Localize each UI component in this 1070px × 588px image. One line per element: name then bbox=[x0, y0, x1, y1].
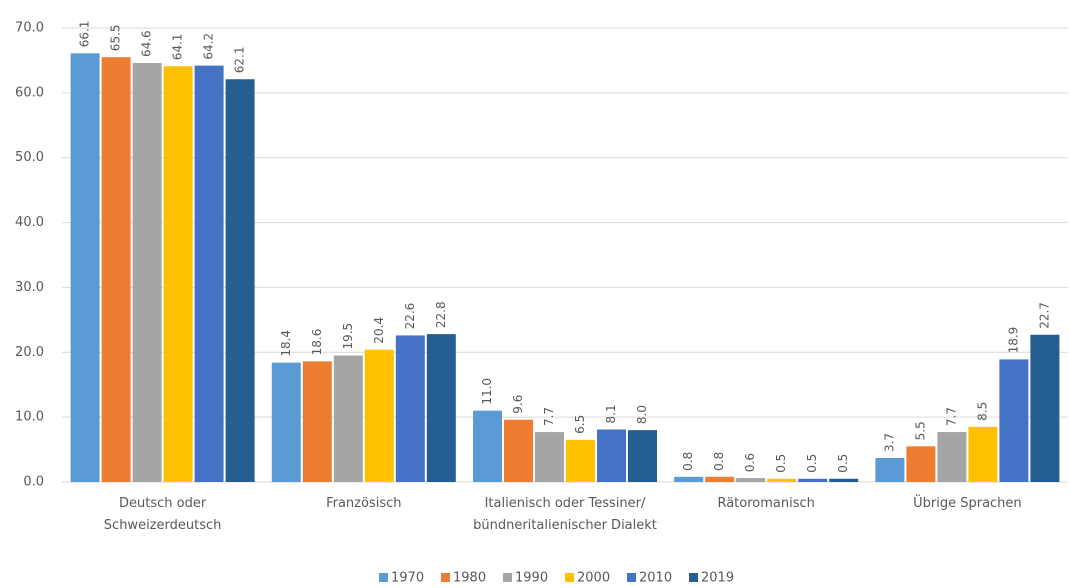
bar bbox=[70, 53, 100, 483]
value-label: 22.8 bbox=[434, 301, 448, 328]
value-label: 0.8 bbox=[681, 452, 695, 471]
bar bbox=[535, 432, 564, 482]
value-label: 0.5 bbox=[774, 454, 788, 473]
y-tick-label: 0.0 bbox=[23, 475, 44, 490]
legend-label: 1980 bbox=[453, 571, 486, 586]
legend-label: 2019 bbox=[701, 571, 734, 586]
value-label: 3.7 bbox=[882, 433, 896, 452]
bar bbox=[798, 478, 828, 482]
value-label: 7.7 bbox=[944, 407, 958, 426]
bar bbox=[473, 410, 502, 482]
bar bbox=[504, 419, 533, 482]
bar bbox=[395, 335, 425, 482]
bar bbox=[906, 446, 936, 482]
value-label: 0.5 bbox=[805, 454, 819, 473]
value-label: 11.0 bbox=[480, 378, 494, 405]
value-label: 6.5 bbox=[573, 415, 587, 434]
bar bbox=[875, 458, 905, 482]
bar bbox=[1030, 334, 1060, 482]
x-tick-label: Übrige Sprachen bbox=[913, 496, 1022, 511]
bar bbox=[674, 476, 704, 482]
bar bbox=[968, 426, 998, 482]
value-label: 19.5 bbox=[341, 323, 355, 350]
bar bbox=[271, 362, 301, 482]
y-tick-label: 40.0 bbox=[15, 215, 44, 230]
y-tick-label: 60.0 bbox=[15, 85, 44, 100]
y-tick-label: 10.0 bbox=[15, 410, 44, 425]
value-label: 64.6 bbox=[140, 30, 154, 57]
bar bbox=[628, 430, 657, 482]
value-label: 20.4 bbox=[372, 317, 386, 344]
x-tick-label: Deutsch oder Schweizerdeutsch bbox=[103, 496, 222, 533]
value-label: 22.6 bbox=[403, 303, 417, 330]
legend-swatch bbox=[379, 573, 388, 582]
bar bbox=[566, 439, 595, 482]
bar bbox=[333, 355, 363, 482]
y-tick-label: 70.0 bbox=[15, 21, 44, 36]
value-label: 18.4 bbox=[279, 330, 293, 357]
bar bbox=[194, 65, 224, 483]
bar bbox=[132, 63, 162, 482]
bar bbox=[937, 432, 967, 482]
y-tick-label: 50.0 bbox=[15, 150, 44, 165]
bar bbox=[101, 57, 131, 482]
legend-swatch bbox=[503, 573, 512, 582]
bar bbox=[705, 476, 735, 482]
value-label: 65.5 bbox=[109, 24, 123, 51]
value-label: 62.1 bbox=[233, 47, 247, 74]
value-label: 18.6 bbox=[310, 329, 324, 356]
x-tick-label: Italienisch oder Tessiner/ bündneritalie… bbox=[473, 496, 657, 533]
bar bbox=[597, 429, 626, 482]
value-label: 8.5 bbox=[975, 402, 989, 421]
x-tick-label: Französisch bbox=[326, 496, 402, 511]
value-label: 66.1 bbox=[78, 21, 92, 48]
legend-label: 1990 bbox=[515, 571, 548, 586]
bar bbox=[426, 334, 456, 482]
legend-swatch bbox=[627, 573, 636, 582]
bar bbox=[364, 349, 394, 482]
legend-swatch bbox=[565, 573, 574, 582]
bar bbox=[829, 478, 859, 482]
value-label: 64.1 bbox=[171, 34, 185, 61]
legend-swatch bbox=[689, 573, 698, 582]
bar bbox=[736, 478, 766, 482]
value-label: 8.0 bbox=[635, 405, 649, 424]
y-tick-label: 20.0 bbox=[15, 345, 44, 360]
value-label: 0.5 bbox=[836, 454, 850, 473]
x-tick-label: Rätoromanisch bbox=[717, 496, 815, 511]
value-label: 22.7 bbox=[1037, 302, 1051, 329]
value-label: 9.6 bbox=[511, 395, 525, 414]
legend-label: 2000 bbox=[577, 571, 610, 586]
value-label: 0.6 bbox=[743, 453, 757, 472]
legend-label: 2010 bbox=[639, 571, 672, 586]
legend-swatch bbox=[441, 573, 450, 582]
y-tick-label: 30.0 bbox=[15, 280, 44, 295]
legend-label: 1970 bbox=[391, 571, 424, 586]
value-label: 18.9 bbox=[1006, 327, 1020, 354]
value-label: 8.1 bbox=[604, 404, 618, 423]
bar bbox=[225, 79, 255, 482]
bar bbox=[767, 478, 797, 482]
bar bbox=[999, 359, 1029, 482]
bar bbox=[163, 66, 193, 482]
value-label: 7.7 bbox=[542, 407, 556, 426]
value-label: 5.5 bbox=[913, 421, 927, 440]
value-label: 0.8 bbox=[712, 452, 726, 471]
bar bbox=[302, 361, 332, 482]
value-label: 64.2 bbox=[202, 33, 216, 60]
